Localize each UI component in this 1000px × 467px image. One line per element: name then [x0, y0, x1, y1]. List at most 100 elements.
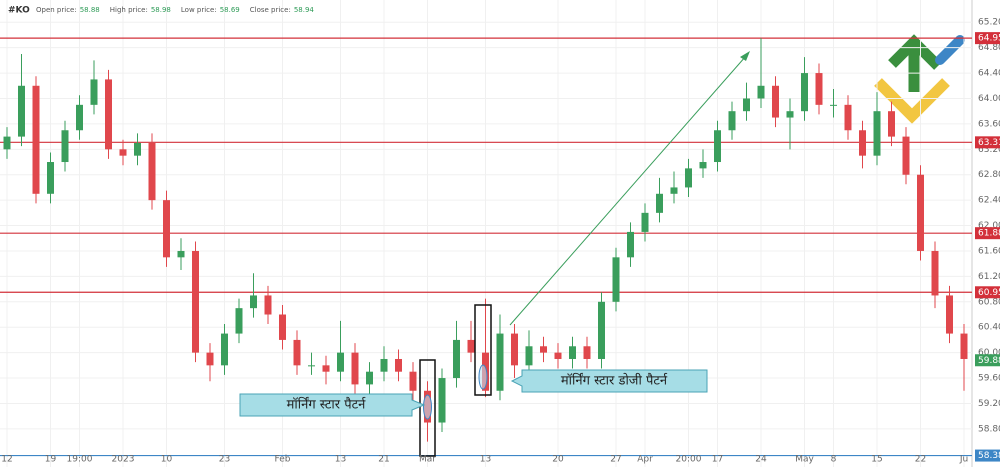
candle-body [786, 111, 794, 118]
candle-body [90, 79, 98, 105]
candle-body [61, 130, 69, 163]
y-tick-label: 59.20 [978, 399, 1000, 409]
candle-body [540, 346, 547, 353]
y-tick-label: 60.40 [978, 323, 1000, 333]
candle-body [902, 136, 910, 175]
candle-body [569, 346, 576, 359]
price-tag-label: 58.38 [978, 451, 1000, 461]
header-value: 58.94 [294, 6, 315, 14]
candle-body [757, 85, 765, 99]
header-value: 58.69 [220, 6, 240, 14]
candle-body [47, 162, 54, 194]
candle-body [438, 378, 446, 423]
candle-body [366, 371, 373, 385]
candle-body [409, 371, 417, 391]
pattern-box [419, 359, 436, 457]
y-tick-label: 62.80 [978, 170, 1000, 180]
price-tag-label: 59.88 [978, 356, 1000, 366]
header-label: High price: [110, 6, 148, 14]
price-tag-label: 61.88 [978, 229, 1000, 239]
candle-body [931, 250, 939, 296]
x-tick-label: Mar [419, 455, 436, 465]
x-tick-label: 17 [712, 455, 723, 465]
callout [510, 369, 708, 393]
candle-body [873, 111, 881, 156]
candle-body [467, 339, 475, 353]
annotation: मॉर्निंग स्टार डोजी पैटर्न [561, 373, 668, 389]
candle-body [554, 352, 562, 359]
x-tick-label: 10 [161, 455, 173, 465]
annotation: मॉर्निंग स्टार पैटर्न [287, 397, 367, 413]
x-tick-label: 22 [915, 455, 926, 465]
candle-body [308, 365, 315, 367]
candle-body [830, 104, 837, 106]
candle-body [395, 358, 402, 372]
candle-body [583, 346, 591, 359]
candle-body [844, 104, 852, 131]
y-tick-label: 62.40 [978, 196, 1000, 206]
y-tick-label: 64.40 [978, 69, 1000, 79]
price-tag-label: 60.95 [978, 288, 1000, 298]
candle-body [728, 111, 736, 131]
pattern-mark [423, 394, 432, 420]
y-tick-label: 60.80 [978, 297, 1000, 307]
candle-body [279, 314, 286, 340]
candle-body [496, 333, 504, 391]
price-tag [975, 32, 1000, 45]
arrow [509, 51, 750, 326]
candle-body [351, 352, 359, 385]
candle-body [134, 142, 141, 156]
pattern-box [474, 304, 492, 396]
y-tick-label: 64.80 [978, 43, 1000, 53]
header-label: Low price: [181, 6, 217, 14]
price-tag-label: 64.95 [978, 34, 1000, 44]
candle-body [264, 295, 272, 315]
candle-body [148, 142, 156, 201]
candle-body [714, 130, 721, 163]
x-tick-label: 8 [831, 455, 837, 465]
price-tag [975, 354, 1000, 367]
x-tick-label: 12 [1, 455, 12, 465]
x-tick-label: 20:00 [676, 455, 702, 465]
candle-body [888, 111, 895, 137]
y-tick-label: 65.20 [978, 18, 1000, 28]
x-tick-label: 21 [378, 455, 389, 465]
candle-body [612, 257, 620, 302]
candle-body [815, 73, 823, 105]
candle-body [293, 339, 301, 366]
x-tick-label: 27 [610, 455, 621, 465]
candle-body [627, 231, 634, 258]
candle-body [105, 79, 112, 150]
price-tag [975, 227, 1000, 240]
candle-body [453, 339, 460, 379]
candle-body [859, 130, 866, 156]
candle-body [656, 193, 663, 213]
y-tick-label: 64.00 [978, 94, 1000, 104]
candle-body [337, 352, 344, 372]
candle-body [380, 358, 388, 372]
x-tick-label: Ju [959, 455, 968, 465]
x-tick-label: 20 [552, 455, 564, 465]
x-tick-label: 23 [219, 455, 230, 465]
x-tick-label: 24 [755, 455, 767, 465]
x-tick-label: May [795, 455, 814, 465]
x-tick-label: Apr [637, 455, 653, 465]
candle-body [119, 149, 127, 156]
pattern-mark [478, 364, 488, 390]
y-tick-label: 60.00 [978, 348, 1000, 358]
candle-body [699, 162, 707, 169]
x-tick-label: 13 [335, 455, 346, 465]
price-tag [975, 136, 1000, 149]
candle-body [206, 352, 214, 366]
header-label: Close price: [250, 6, 291, 14]
candle-body [221, 333, 228, 366]
candle-body [801, 73, 808, 112]
price-tag [975, 286, 1000, 299]
header-value: 58.88 [80, 6, 100, 14]
y-tick-label: 63.20 [978, 145, 1000, 155]
candle-body [250, 295, 257, 309]
y-tick-label: 63.60 [978, 119, 1000, 129]
candle-body [960, 333, 968, 359]
candle-body [641, 212, 649, 232]
